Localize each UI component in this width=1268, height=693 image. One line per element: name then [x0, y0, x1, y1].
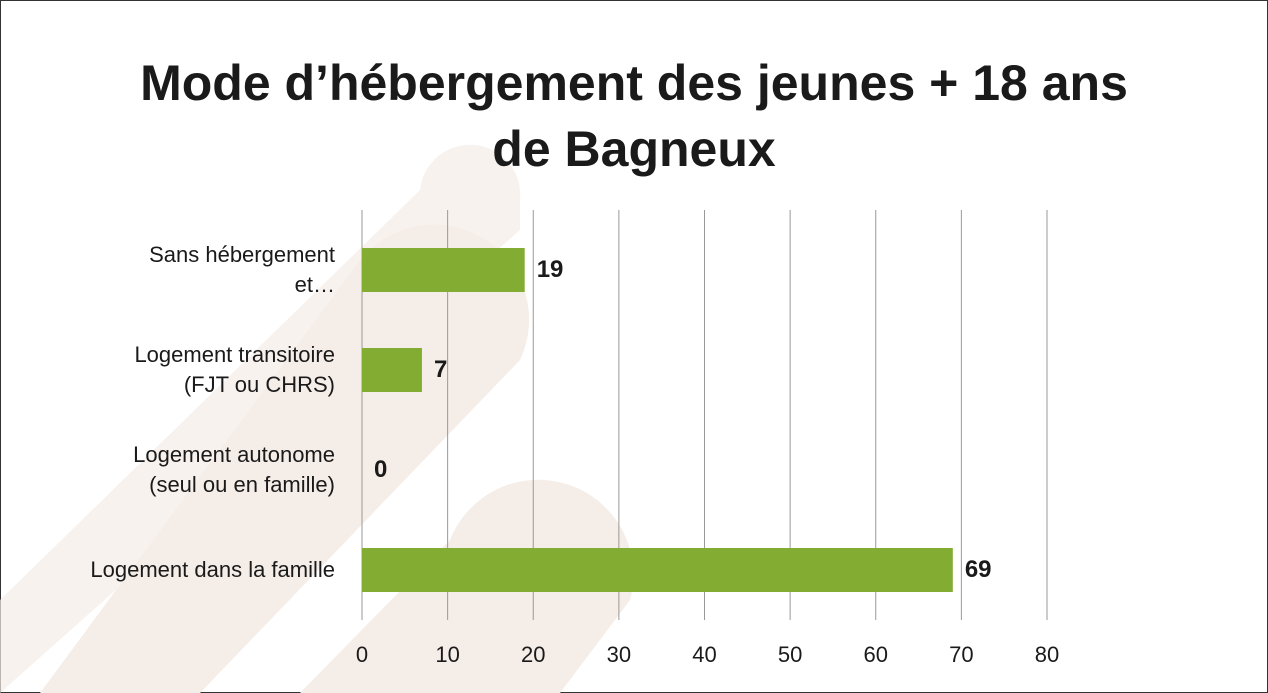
x-tick-label: 70	[949, 640, 973, 670]
bar	[362, 548, 953, 592]
chart-title: Mode d’hébergement des jeunes + 18 ans d…	[0, 50, 1268, 182]
x-tick-label: 50	[778, 640, 802, 670]
chart: Mode d’hébergement des jeunes + 18 ans d…	[0, 0, 1268, 693]
x-tick-label: 30	[607, 640, 631, 670]
x-tick-label: 10	[435, 640, 459, 670]
x-tick-label: 80	[1035, 640, 1059, 670]
bar	[362, 348, 422, 392]
x-tick-label: 0	[356, 640, 368, 670]
value-label: 19	[537, 255, 564, 285]
y-tick-label: Sans hébergement et…	[5, 240, 335, 300]
x-tick-label: 60	[864, 640, 888, 670]
value-label: 0	[374, 455, 387, 485]
value-label: 7	[434, 355, 447, 385]
y-tick-label: Logement autonome (seul ou en famille)	[5, 440, 335, 500]
x-tick-label: 20	[521, 640, 545, 670]
y-tick-label: Logement dans la famille	[5, 555, 335, 585]
bar	[362, 248, 525, 292]
value-label: 69	[965, 555, 992, 585]
x-tick-label: 40	[692, 640, 716, 670]
y-tick-label: Logement transitoire (FJT ou CHRS)	[5, 340, 335, 400]
